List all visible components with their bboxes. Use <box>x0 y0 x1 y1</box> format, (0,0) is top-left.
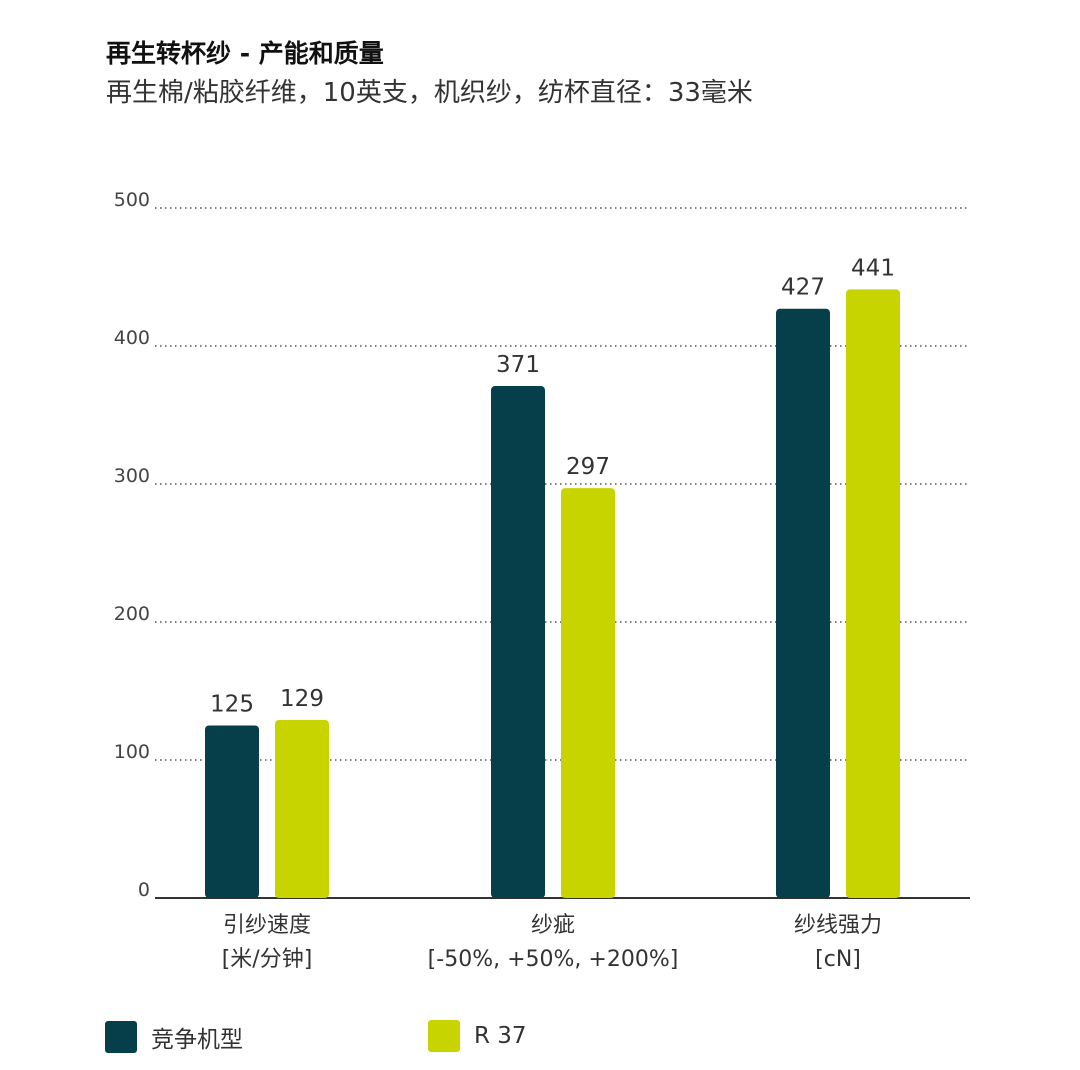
bar <box>846 289 900 898</box>
bar <box>275 719 329 898</box>
x-tick-unit: [米/分钟] <box>222 947 313 972</box>
legend-label: R 37 <box>474 1023 527 1049</box>
legend-swatch <box>428 1020 460 1052</box>
chart-subtitle: 再生棉/粘胶纤维，10英支，机织纱，纺杯直径：33毫米 <box>106 78 753 108</box>
legend-label: 竞争机型 <box>151 1027 243 1053</box>
data-label: 297 <box>566 454 610 480</box>
bar <box>776 308 830 898</box>
bar <box>561 488 615 898</box>
legend-item-competitor: 竞争机型 <box>105 1020 243 1054</box>
data-label: 125 <box>210 692 254 718</box>
x-tick-unit: [-50%, +50%, +200%] <box>428 947 679 972</box>
y-tick-label: 400 <box>114 327 150 349</box>
legend-swatch <box>105 1021 137 1053</box>
y-tick-label: 200 <box>114 603 150 625</box>
data-label: 427 <box>781 275 825 301</box>
data-label: 129 <box>280 686 324 712</box>
data-label: 441 <box>851 255 895 281</box>
y-tick-label: 300 <box>114 465 150 487</box>
y-tick-label: 100 <box>114 741 150 763</box>
data-label: 371 <box>496 352 540 378</box>
y-tick-label: 500 <box>114 189 150 211</box>
x-tick-unit: [cN] <box>815 947 861 972</box>
chart-title: 再生转杯纱 - 产能和质量 <box>106 39 384 68</box>
legend-item-r37: R 37 <box>428 1020 527 1052</box>
bar <box>491 386 545 898</box>
x-tick-label: 纱疵 <box>531 913 575 938</box>
bar <box>205 725 259 898</box>
x-tick-label: 引纱速度 <box>223 913 311 938</box>
y-tick-label: 0 <box>138 879 150 901</box>
x-tick-label: 纱线强力 <box>794 913 882 938</box>
